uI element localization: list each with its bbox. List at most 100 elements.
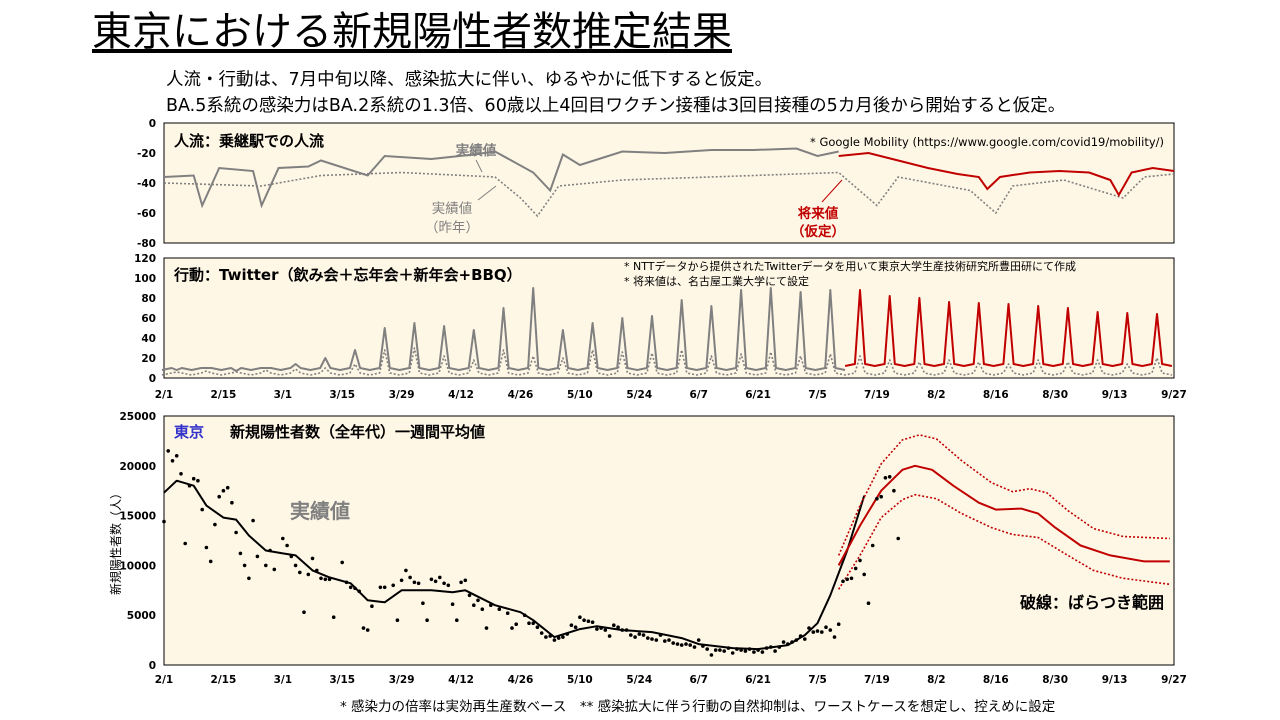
daily-case-point <box>875 496 879 501</box>
daily-case-point <box>476 598 480 603</box>
daily-case-point <box>484 626 489 630</box>
daily-case-point <box>675 642 680 646</box>
daily-case-point <box>798 634 803 638</box>
x-tick-label: 3/29 <box>389 674 415 686</box>
daily-case-point <box>272 567 277 572</box>
daily-case-point <box>701 644 705 648</box>
cases-actual-label: 実績値 <box>290 499 350 523</box>
y-tick-label: -80 <box>137 238 156 250</box>
daily-case-point <box>786 642 790 646</box>
daily-case-point <box>866 601 871 605</box>
daily-case-point <box>569 623 574 627</box>
cases-y-label: 新規陽性者数（人） <box>108 487 123 595</box>
daily-case-point <box>221 488 226 493</box>
x-tick-label: 3/1 <box>274 674 292 686</box>
daily-case-point <box>781 640 786 644</box>
daily-case-point <box>824 625 828 629</box>
twitter-series-line-0 <box>161 287 846 372</box>
y-tick-label: 0 <box>149 660 156 672</box>
daily-case-point <box>862 572 866 577</box>
daily-case-point <box>637 632 642 636</box>
daily-case-point <box>599 626 603 630</box>
twitter-series-line-2 <box>844 289 1173 367</box>
daily-case-point <box>238 551 243 556</box>
daily-case-point <box>561 635 565 639</box>
daily-case-point <box>667 638 671 642</box>
cases-series-line-3 <box>838 493 1170 590</box>
mobility-note: * Google Mobility (https://www.google.co… <box>810 135 1164 149</box>
daily-case-point <box>242 563 247 568</box>
mobility-future-label-1: 将来値 <box>798 205 839 222</box>
twitter-y-axis: 0 20 40 60 80 100 120 <box>134 253 156 385</box>
daily-case-point <box>251 518 255 523</box>
daily-case-point <box>514 622 518 626</box>
daily-case-point <box>302 610 306 614</box>
daily-case-point <box>412 580 417 585</box>
daily-case-point <box>654 638 659 642</box>
mobility-y-axis: 0 -20 -40 -60 -80 <box>137 118 156 250</box>
daily-case-point <box>756 648 760 652</box>
daily-case-point <box>586 619 591 623</box>
daily-case-point <box>633 635 637 639</box>
x-tick-label: 5/10 <box>567 674 593 686</box>
daily-case-point <box>264 563 268 568</box>
daily-case-point <box>293 563 298 568</box>
x-tick-label: 8/30 <box>1042 389 1068 401</box>
daily-case-point <box>459 580 463 585</box>
daily-case-point <box>603 628 608 632</box>
daily-case-point <box>281 536 285 541</box>
daily-case-point <box>892 488 896 493</box>
daily-case-point <box>285 543 289 548</box>
daily-case-point <box>743 649 748 653</box>
y-tick-label: 5000 <box>127 610 156 622</box>
daily-case-point <box>870 543 875 548</box>
daily-case-point <box>713 648 718 652</box>
daily-case-point <box>472 603 476 607</box>
twitter-panel: 0 20 40 60 80 100 120 2/1 2/15 3/1 3/15 3/29 4/12 4/… <box>134 253 1187 401</box>
daily-case-point <box>306 572 311 577</box>
daily-case-point <box>573 625 578 629</box>
daily-case-point <box>522 613 527 617</box>
daily-case-point <box>722 649 726 653</box>
x-tick-label: 4/26 <box>508 674 534 686</box>
x-tick-label: 6/21 <box>745 389 771 401</box>
daily-case-point <box>828 628 833 632</box>
daily-case-point <box>718 648 722 652</box>
daily-case-point <box>348 585 353 590</box>
daily-case-point <box>433 579 438 584</box>
daily-case-point <box>565 632 569 636</box>
daily-case-point <box>225 485 230 490</box>
x-tick-label: 2/1 <box>155 674 173 686</box>
y-tick-label: 40 <box>141 333 156 345</box>
y-tick-label: -20 <box>137 148 156 160</box>
daily-case-point <box>395 618 400 622</box>
daily-case-point <box>726 646 731 650</box>
assumption-2: BA.5系統の感染力はBA.2系統の1.3倍、60歳以上4回目ワクチン接種は3回… <box>166 96 1066 116</box>
daily-case-point <box>773 649 777 653</box>
cases-y-axis: 0 5000 10000 15000 20000 25000 <box>119 411 156 672</box>
mobility-series-line-2 <box>838 151 1175 198</box>
assumption-1: 人流・行動は、7月中旬以降、感染拡大に伴い、ゆるやかに低下すると仮定。 <box>166 70 773 90</box>
daily-case-point <box>624 628 629 632</box>
cases-range-label: 破線：ばらつき範囲 <box>1020 593 1164 612</box>
daily-case-point <box>179 472 183 476</box>
daily-case-point <box>467 593 472 598</box>
daily-case-point <box>663 639 667 643</box>
daily-case-point <box>361 626 366 630</box>
x-tick-label: 8/2 <box>927 674 945 686</box>
mobility-actual-pointer <box>475 159 483 173</box>
daily-case-point <box>162 519 166 524</box>
daily-case-point <box>671 641 675 645</box>
y-tick-label: 20000 <box>119 461 156 473</box>
daily-case-point <box>735 647 739 651</box>
twitter-title: 行動：Twitter（飲み会＋忘年会＋新年会+BBQ） <box>173 266 522 284</box>
cases-series-line-2 <box>837 434 1170 556</box>
y-tick-label: 60 <box>141 313 156 325</box>
daily-case-point <box>382 585 387 590</box>
daily-case-point <box>450 602 455 606</box>
daily-case-point <box>489 603 493 607</box>
mobility-series <box>163 147 1175 218</box>
x-tick-label: 6/21 <box>745 674 771 686</box>
mobility-title: 人流：乗継駅での人流 <box>174 132 324 150</box>
